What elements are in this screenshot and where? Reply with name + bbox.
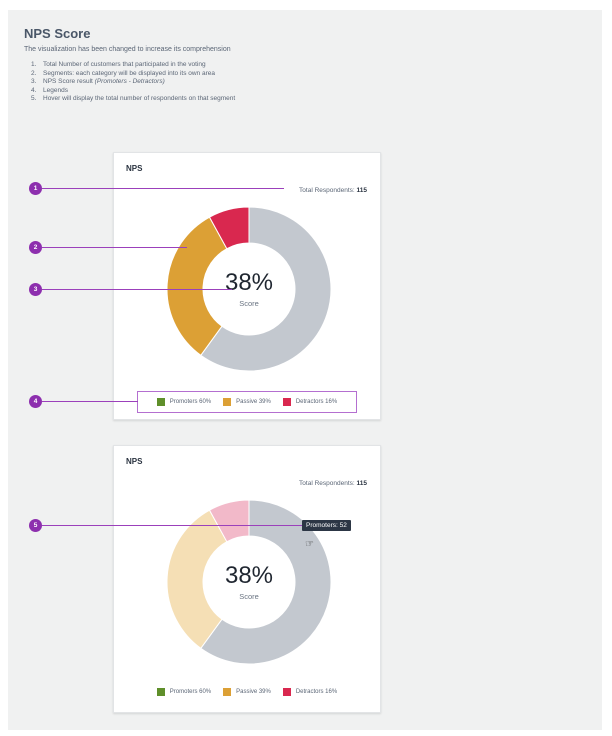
donut-svg	[166, 206, 332, 372]
list-item: 2. Segments: each category will be displa…	[31, 69, 215, 77]
respondents-label: Total Respondents:	[299, 187, 355, 194]
annotation-marker-4: 4	[29, 395, 42, 408]
marker-line	[42, 188, 284, 189]
chart-legend: Promoters 60% Passive 39% Detractors 16%	[114, 688, 380, 696]
legend-swatch	[282, 688, 291, 696]
legend-swatch	[223, 398, 232, 406]
annotation-marker-5: 5	[29, 519, 42, 532]
donut-svg	[166, 499, 332, 665]
nps-card-hover: NPS Total Respondents: 115 38% Score Pro…	[113, 445, 381, 713]
score-center: 38% Score	[166, 206, 332, 372]
score-value: 38%	[224, 269, 274, 296]
nps-donut-chart: 38% Score	[166, 499, 332, 665]
legend-item-detractors[interactable]: Detractors 16%	[282, 398, 337, 406]
score-center: 38% Score	[166, 499, 332, 665]
annotation-marker-1: 1	[29, 182, 42, 195]
page-title: NPS Score	[24, 26, 91, 41]
list-item: 5. Hover will display the total number of…	[31, 95, 236, 103]
respondents-value: 115	[356, 187, 368, 194]
legend-swatch	[223, 688, 232, 696]
hand-cursor-icon: ☞	[305, 539, 314, 550]
list-item: 1. Total Number of customers that partici…	[31, 61, 206, 68]
legend-item-passive[interactable]: Passive 39%	[223, 398, 271, 406]
chart-legend: Promoters 60% Passive 39% Detractors 16%	[137, 391, 357, 413]
legend-item-promoters[interactable]: Promoters 60%	[156, 688, 211, 696]
legend-item-promoters[interactable]: Promoters 60%	[156, 398, 211, 406]
donut-slice-promoters[interactable]	[200, 206, 332, 372]
marker-line	[42, 247, 187, 248]
score-label: Score	[239, 299, 259, 308]
nps-card-default: NPS Total Respondents: 115 38% Score Pro…	[113, 152, 381, 420]
donut-slice-passive[interactable]	[166, 216, 228, 357]
marker-line	[42, 401, 138, 402]
total-respondents: Total Respondents: 115	[299, 480, 367, 487]
annotation-marker-3: 3	[29, 283, 42, 296]
legend-item-passive[interactable]: Passive 39%	[223, 688, 271, 696]
respondents-value: 115	[356, 480, 368, 487]
list-item: 4. Legends	[31, 86, 68, 94]
donut-slice-detractors[interactable]	[208, 206, 250, 250]
page-subtitle: The visualization has been changed to in…	[24, 46, 231, 53]
list-item: 3. NPS Score result (Promoters - Detracto…	[31, 78, 165, 86]
marker-line	[42, 525, 302, 526]
marker-line	[42, 289, 232, 290]
score-value: 38%	[224, 562, 274, 589]
total-respondents: Total Respondents: 115	[299, 187, 367, 194]
annotation-marker-2: 2	[29, 241, 42, 254]
legend-item-detractors[interactable]: Detractors 16%	[282, 688, 337, 696]
steps-list: 1. Total Number of customers that partici…	[31, 61, 235, 104]
hover-tooltip: Promoters: 52	[302, 520, 351, 531]
respondents-label: Total Respondents:	[299, 480, 355, 487]
legend-swatch	[282, 398, 291, 406]
donut-slice-passive[interactable]	[166, 509, 228, 650]
donut-slice-promoters[interactable]	[200, 499, 332, 665]
score-label: Score	[239, 592, 259, 601]
card-title: NPS	[126, 457, 143, 466]
card-title: NPS	[126, 164, 143, 173]
nps-donut-chart: 38% Score	[166, 206, 332, 372]
legend-swatch	[156, 688, 165, 696]
donut-slice-detractors[interactable]	[208, 499, 250, 543]
legend-swatch	[156, 398, 165, 406]
